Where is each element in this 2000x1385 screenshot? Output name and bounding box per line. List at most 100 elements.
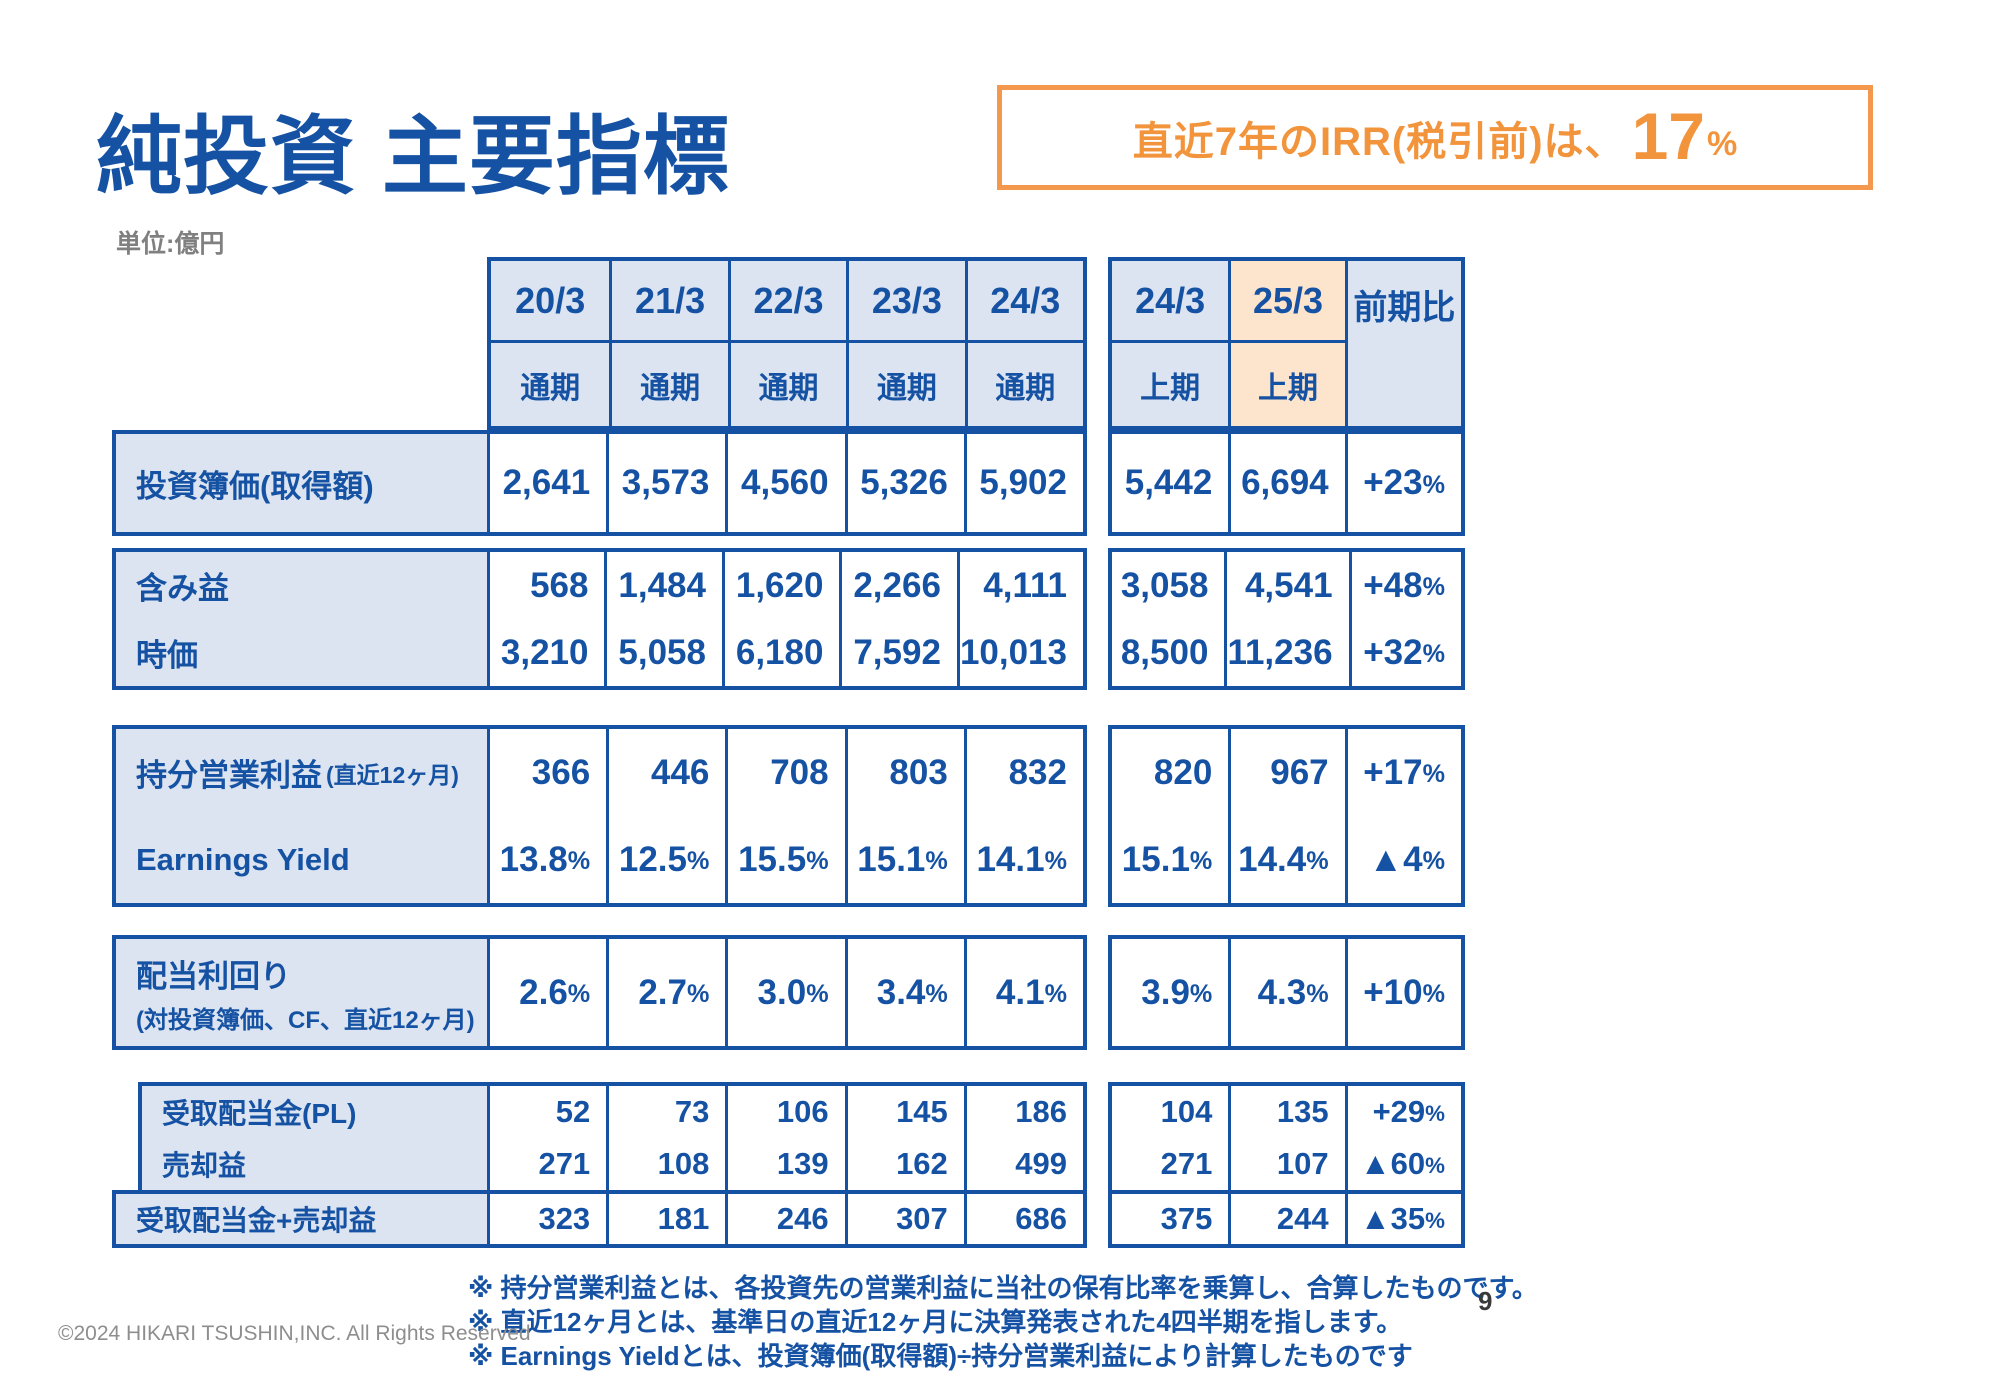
interim-value-cell: 6,694 (1241, 463, 1329, 502)
data-column: 708 15.5% (725, 729, 844, 903)
year-header-cell: 20/3 (515, 279, 586, 321)
data-column: 366 13.8% (487, 729, 606, 903)
data-column: 246 (725, 1194, 844, 1244)
block-valuation-right: 3,058 8,500 4,541 11,236 +48% +32% (1108, 548, 1465, 690)
interim-value-cell: 15.1% (1121, 839, 1213, 879)
page-title: 純投資 主要指標 (96, 109, 730, 205)
yoy-value-cell: ▲4% (1368, 839, 1445, 879)
value-cell: 108 (657, 1146, 710, 1181)
data-column: 145 162 (844, 1086, 964, 1190)
value-cell: 2,266 (853, 565, 941, 605)
yoy-value-cell: ▲35% (1359, 1201, 1445, 1236)
data-column: 73 108 (606, 1086, 725, 1190)
value-cell: 5,902 (979, 463, 1067, 502)
data-column: +10% (1344, 939, 1461, 1046)
value-cell: 323 (538, 1201, 591, 1236)
value-cell: 15.1% (857, 839, 948, 879)
value-cell: 1,484 (618, 565, 706, 605)
metric-label: 投資簿価(取得額) (136, 468, 374, 504)
data-column: 832 14.1% (963, 729, 1083, 903)
data-column: 6,694 (1228, 434, 1344, 532)
value-cell: 4,111 (983, 565, 1067, 605)
irr-highlight-value: 17 (1631, 98, 1705, 173)
data-column: 4,111 10,013 (956, 552, 1083, 686)
metric-label-text: 配当利回り (136, 958, 291, 994)
value-cell: 15.5% (738, 839, 829, 879)
metric-label-text: 持分営業利益 (136, 758, 322, 793)
data-column: 3.0% (725, 939, 844, 1046)
data-column: +29% ▲60% (1344, 1086, 1461, 1190)
block-book-value-left: 投資簿価(取得額) 2,641 3,573 4,560 5,326 5,902 (112, 430, 1087, 536)
irr-highlight-percent: % (1706, 125, 1738, 163)
yoy-value-cell: +10% (1363, 972, 1445, 1012)
data-column: +23% (1344, 434, 1461, 532)
data-column: 5,442 (1112, 434, 1228, 532)
year-header-cell: 22/3 (727, 261, 846, 340)
data-column: 244 (1228, 1194, 1344, 1244)
data-column: 686 (963, 1194, 1083, 1244)
value-cell: 106 (776, 1094, 829, 1129)
data-column: ▲35% (1344, 1194, 1461, 1244)
value-cell: 13.8% (499, 839, 591, 879)
interim-value-cell: 271 (1160, 1146, 1213, 1181)
block-income-detail-left: 受取配当金(PL) 売却益 52 271 73 108 106 139 145 … (138, 1082, 1087, 1194)
year-header-cell: 23/3 (846, 261, 964, 340)
header-fullyear-columns: 20/3 21/3 22/3 23/3 24/3 通期 通期 通期 通期 通期 (487, 257, 1087, 430)
value-cell: 3,210 (500, 632, 589, 672)
block-dividend-yield-right: 3.9% 4.3% +10% (1108, 935, 1465, 1050)
data-column: 446 12.5% (606, 729, 725, 903)
block-dividend-yield-left: 配当利回り (対投資簿価、CF、直近12ヶ月) 2.6% 2.7% 3.0% 3… (112, 935, 1087, 1050)
header-interim-columns: 24/3 25/3 前期比 上期 上期 (1108, 257, 1465, 430)
data-column: 106 139 (725, 1086, 844, 1190)
metric-label: 含み益 (136, 571, 229, 606)
value-cell: 4.1% (995, 972, 1067, 1012)
block-income-total-left: 受取配当金+売却益 323 181 246 307 686 (112, 1190, 1087, 1248)
interim-value-cell: 820 (1153, 752, 1213, 792)
data-column: 2,641 (487, 434, 606, 532)
data-column: 104 271 (1112, 1086, 1228, 1190)
data-column: 307 (844, 1194, 964, 1244)
data-column: 2.7% (606, 939, 725, 1046)
copyright-text: ©2024 HIKARI TSUSHIN,INC. All Rights Res… (58, 1322, 531, 1345)
metric-label: Earnings Yield (136, 841, 350, 877)
data-column: 375 (1112, 1194, 1228, 1244)
yoy-value-cell: +48% (1363, 565, 1445, 605)
yoy-value-cell: +23% (1363, 463, 1445, 502)
data-column: 181 (606, 1194, 725, 1244)
value-cell: 73 (674, 1094, 710, 1129)
irr-highlight-text: 直近7年のIRR(税引前)は、 (1132, 119, 1626, 164)
period-header-cell: 通期 (609, 340, 728, 426)
value-cell: 186 (1015, 1094, 1067, 1129)
value-cell: 3.4% (876, 972, 948, 1012)
data-column: 2.6% (487, 939, 606, 1046)
data-column: 3.4% (844, 939, 964, 1046)
value-cell: 307 (896, 1201, 948, 1236)
interim-value-cell: 104 (1160, 1094, 1213, 1129)
yoy-value-cell: ▲60% (1359, 1146, 1445, 1181)
block-book-value-right: 5,442 6,694 +23% (1108, 430, 1465, 536)
interim-value-cell: 3.9% (1141, 972, 1213, 1012)
value-cell: 12.5% (618, 839, 710, 879)
period-header-cell: 上期 (1112, 340, 1229, 426)
footnote-line: ※ 持分営業利益とは、各投資先の営業利益に当社の保有比率を乗算し、合算したもので… (468, 1273, 1538, 1303)
period-header-cell: 通期 (964, 340, 1083, 426)
period-header-cell-highlighted: 上期 (1228, 340, 1345, 426)
irr-highlight-box: 直近7年のIRR(税引前)は、 17 % (997, 85, 1873, 190)
metric-label-note: (直近12ヶ月) (326, 761, 459, 788)
interim-value-cell: 3,058 (1120, 565, 1209, 605)
data-column: 4,541 11,236 (1224, 552, 1348, 686)
year-header-cell: 21/3 (609, 261, 727, 340)
metric-label: 時価 (136, 638, 198, 673)
value-cell: 2,641 (502, 463, 591, 502)
value-cell: 686 (1015, 1201, 1067, 1236)
value-cell: 162 (896, 1146, 948, 1181)
data-column: +48% +32% (1348, 552, 1461, 686)
yoy-value-cell: +17% (1363, 752, 1445, 792)
year-header-cell: 24/3 (1135, 279, 1206, 321)
label-column: 受取配当金+売却益 (116, 1194, 487, 1244)
value-cell: 4,560 (741, 463, 829, 502)
yoy-value-cell: +32% (1363, 632, 1445, 672)
footnote-line: ※ Earnings Yieldとは、投資簿価(取得額)÷持分営業利益により計算… (468, 1340, 1413, 1371)
data-column: 323 (487, 1194, 606, 1244)
value-cell: 6,180 (735, 632, 824, 672)
